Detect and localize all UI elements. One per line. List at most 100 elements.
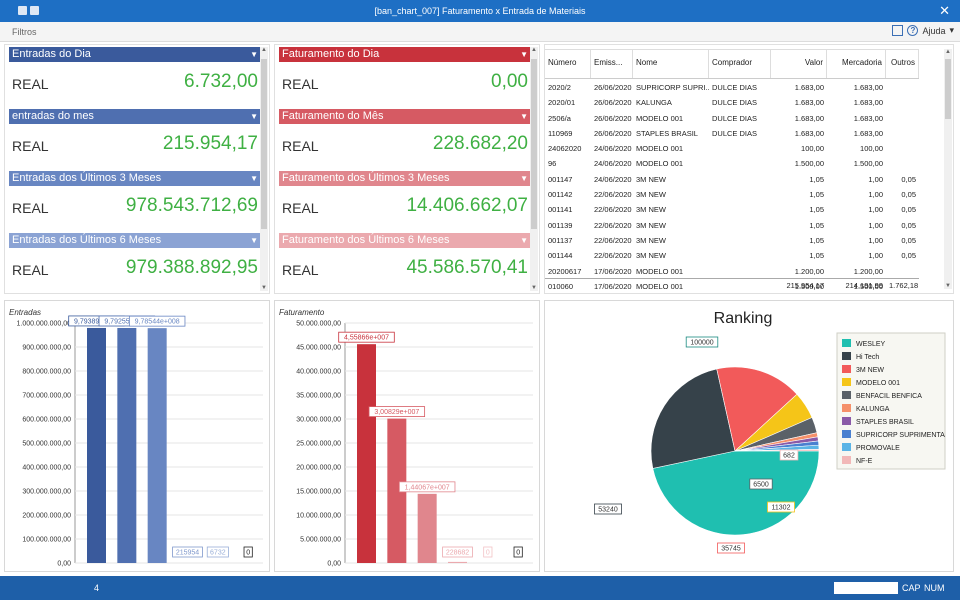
table-cell: 1.683,00 bbox=[853, 83, 883, 92]
faturamento-card-header[interactable]: Faturamento dos Últimos 3 Meses ▼ bbox=[279, 171, 532, 186]
table-cell: 0,05 bbox=[901, 174, 916, 184]
data-label-box bbox=[398, 481, 456, 493]
entradas-card-header[interactable]: Entradas dos Últimos 6 Meses ▼ bbox=[9, 233, 262, 248]
help-menu[interactable]: ? Ajuda ▾ bbox=[892, 25, 954, 36]
table-row[interactable]: 20200617 17/06/2020 MODELO 001 1.200,00 1.20… bbox=[545, 264, 919, 279]
bar[interactable] bbox=[147, 328, 167, 563]
table-row[interactable]: 2020/01 26/06/2020 KALUNGA DULCE DIAS 1.683,… bbox=[545, 95, 919, 110]
table-cell: 1,05 bbox=[809, 205, 824, 215]
faturamento-card-header[interactable]: Faturamento dos Últimos 6 Meses ▼ bbox=[279, 233, 532, 248]
bar[interactable] bbox=[87, 327, 106, 563]
data-label: 9,79255e+008 bbox=[104, 318, 149, 325]
bar[interactable] bbox=[448, 561, 467, 563]
currency-label: REAL bbox=[12, 76, 49, 92]
faturamento-card-header[interactable]: Faturamento do Dia ▼ bbox=[279, 47, 532, 62]
table-row[interactable]: 010060 17/06/2020 MODELO 001 1.500,00 1.500,… bbox=[545, 279, 919, 294]
table-row[interactable]: 001137 22/06/2020 3M NEW 1,05 1,00 0,05 bbox=[545, 233, 919, 248]
legend-entry[interactable]: STAPLES BRASIL bbox=[856, 419, 914, 426]
help-icon[interactable]: ? bbox=[907, 25, 919, 36]
legend-entry[interactable]: SUPRICORP SUPRIMENTA bbox=[856, 432, 945, 439]
dropdown-arrow-icon[interactable]: ▼ bbox=[250, 236, 258, 245]
table-cell: 24/06/2020 bbox=[594, 144, 632, 154]
table-row[interactable]: 96 24/06/2020 MODELO 001 1.500,00 1.500,00 bbox=[545, 156, 919, 171]
table-cell: DULCE DIAS bbox=[712, 98, 758, 108]
entradas-card-header[interactable]: entradas do mes ▼ bbox=[9, 109, 262, 124]
dropdown-arrow-icon[interactable]: ▼ bbox=[520, 236, 528, 245]
grid-scrollbar[interactable]: ▲ ▼ bbox=[944, 49, 952, 289]
pie-data-label: 682 bbox=[783, 453, 795, 460]
legend-entry[interactable]: PROMOVALE bbox=[856, 445, 900, 452]
table-cell: 001144 bbox=[548, 251, 573, 261]
currency-label: REAL bbox=[282, 200, 319, 216]
faturamento-card-body: REAL 14.406.662,07 bbox=[279, 186, 532, 230]
legend-entry[interactable]: KALUNGA bbox=[856, 406, 890, 413]
db-icon[interactable] bbox=[30, 6, 39, 15]
table-cell: 0,05 bbox=[901, 251, 916, 261]
y-tick-label: 700.000.000,00 bbox=[22, 393, 71, 400]
column-header-6[interactable]: Outros bbox=[886, 50, 919, 78]
table-cell: 1.683,00 bbox=[794, 83, 824, 92]
legend-entry[interactable]: 3M NEW bbox=[856, 367, 884, 374]
entradas-card-body: REAL 978.543.712,69 bbox=[9, 186, 262, 230]
column-header-3[interactable]: Comprador bbox=[709, 50, 771, 78]
dropdown-arrow-icon[interactable]: ▼ bbox=[520, 112, 528, 121]
chevron-down-icon[interactable]: ▾ bbox=[949, 25, 954, 35]
column-header-4[interactable]: Valor bbox=[771, 50, 827, 78]
column-header-5[interactable]: Mercadoria bbox=[827, 50, 886, 78]
table-cell: 1,05 bbox=[809, 235, 824, 245]
column-header-0[interactable]: Número bbox=[545, 50, 591, 78]
faturamento-card-header[interactable]: Faturamento do Mês ▼ bbox=[279, 109, 532, 124]
entradas-card-body: REAL 215.954,17 bbox=[9, 124, 262, 168]
legend-swatch bbox=[842, 430, 851, 438]
table-cell: 1.200,00 bbox=[853, 266, 883, 276]
filters-tab[interactable]: Filtros bbox=[12, 27, 37, 37]
column-header-2[interactable]: Nome bbox=[633, 50, 709, 78]
status-field bbox=[834, 582, 898, 594]
table-cell: 1,00 bbox=[868, 235, 883, 245]
table-row[interactable]: 001139 22/06/2020 3M NEW 1,05 1,00 0,05 bbox=[545, 218, 919, 233]
pie-slice[interactable] bbox=[652, 450, 820, 536]
bar[interactable] bbox=[387, 418, 407, 563]
bar[interactable] bbox=[417, 493, 437, 563]
entradas-card-header[interactable]: Entradas dos Últimos 3 Meses ▼ bbox=[9, 171, 262, 186]
legend-entry[interactable]: BENFACIL BENFICA bbox=[856, 393, 922, 400]
faturamento-scrollbar[interactable]: ▲ ▼ bbox=[530, 47, 538, 291]
pie-slice[interactable] bbox=[650, 368, 736, 469]
entradas-card-title: Entradas dos Últimos 6 Meses bbox=[12, 234, 162, 246]
table-row[interactable]: 001141 22/06/2020 3M NEW 1,05 1,00 0,05 bbox=[545, 202, 919, 217]
table-row[interactable]: 2020/2 26/06/2020 SUPRICORP SUPRI... DULCE … bbox=[545, 80, 919, 95]
table-cell bbox=[886, 126, 919, 141]
table-row[interactable]: 2506/a 26/06/2020 MODELO 001 DULCE DIAS 1.68… bbox=[545, 111, 919, 126]
dropdown-arrow-icon[interactable]: ▼ bbox=[250, 112, 258, 121]
table-row[interactable]: 001144 22/06/2020 3M NEW 1,05 1,00 0,05 bbox=[545, 248, 919, 263]
legend-entry[interactable]: Hi Tech bbox=[856, 354, 879, 361]
window-icon[interactable] bbox=[892, 25, 904, 36]
legend-entry[interactable]: NF-E bbox=[856, 458, 873, 465]
table-row[interactable]: 001147 24/06/2020 3M NEW 1,05 1,00 0,05 bbox=[545, 172, 919, 187]
faturamento-card-2: Faturamento dos Últimos 3 Meses ▼ REAL 14.4… bbox=[279, 171, 532, 230]
entradas-scrollbar[interactable]: ▲ ▼ bbox=[260, 47, 268, 291]
table-row[interactable]: 110969 26/06/2020 STAPLES BRASIL DULCE DIAS… bbox=[545, 126, 919, 141]
dropdown-arrow-icon[interactable]: ▼ bbox=[250, 174, 258, 183]
dropdown-arrow-icon[interactable]: ▼ bbox=[520, 174, 528, 183]
app-icon[interactable] bbox=[18, 6, 27, 15]
data-label: 0 bbox=[516, 550, 520, 557]
entradas-card-header[interactable]: Entradas do Dia ▼ bbox=[9, 47, 262, 62]
y-tick-label: 600.000.000,00 bbox=[22, 417, 71, 424]
legend-entry[interactable]: WESLEY bbox=[856, 341, 886, 348]
help-label[interactable]: Ajuda bbox=[922, 25, 946, 36]
page-number: 4 bbox=[94, 583, 100, 593]
legend-entry[interactable]: MODELO 001 bbox=[856, 380, 900, 387]
table-cell bbox=[709, 202, 771, 217]
bar[interactable] bbox=[117, 327, 137, 563]
close-icon[interactable]: ✕ bbox=[939, 3, 950, 18]
faturamento-card-title: Faturamento do Mês bbox=[282, 110, 384, 122]
dropdown-arrow-icon[interactable]: ▼ bbox=[520, 50, 528, 59]
pie-slice[interactable] bbox=[716, 366, 798, 452]
bar[interactable] bbox=[357, 344, 376, 563]
data-label: 9,79389e+008 bbox=[74, 318, 119, 325]
table-row[interactable]: 24062020 24/06/2020 MODELO 001 100,00 100,00 bbox=[545, 141, 919, 156]
column-header-1[interactable]: Emiss... bbox=[591, 50, 633, 78]
table-row[interactable]: 001142 22/06/2020 3M NEW 1,05 1,00 0,05 bbox=[545, 187, 919, 202]
dropdown-arrow-icon[interactable]: ▼ bbox=[250, 50, 258, 59]
